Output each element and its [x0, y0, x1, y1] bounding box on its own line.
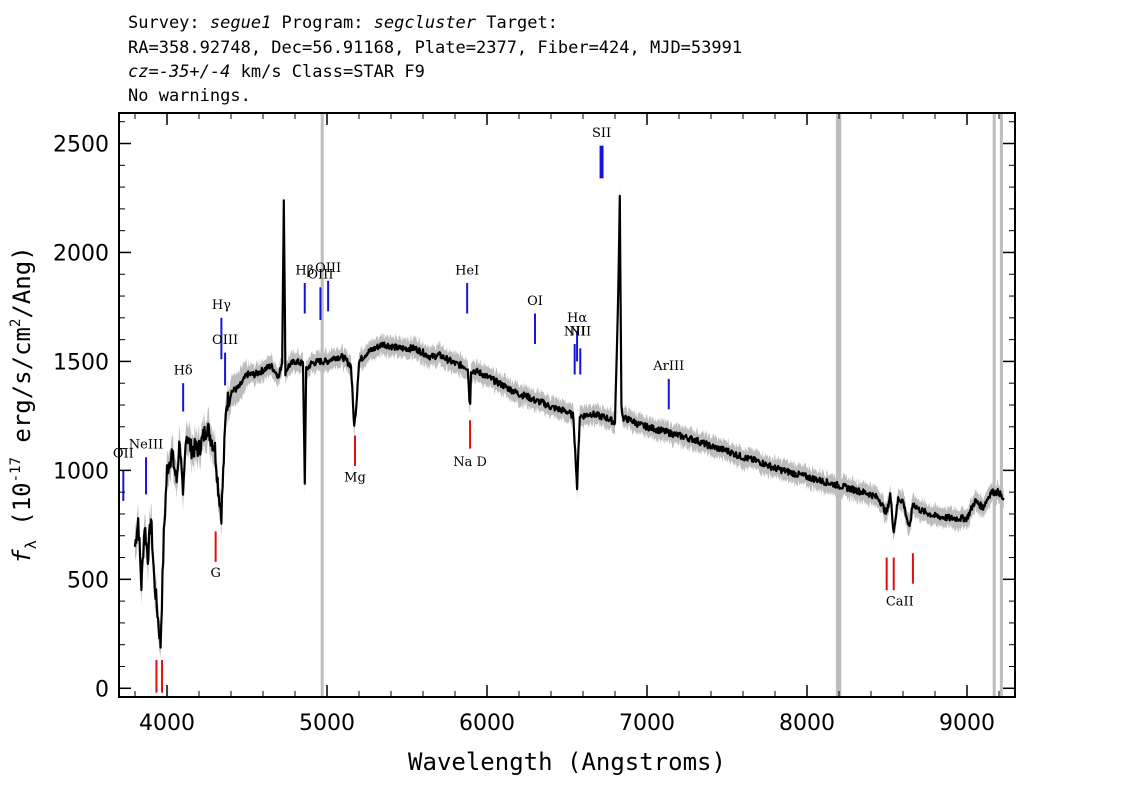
- emission-line-label: OI: [527, 294, 543, 309]
- axis-ticks: 4000 5000 6000 7000 8000 9000 0 500 1000 1500 2000…: [53, 113, 1015, 736]
- emission-line-label: NeIII: [129, 438, 163, 453]
- cz-value: -35+/-4: [158, 62, 231, 82]
- header-line-3: cz=-35+/-4 km/s Class=STAR F9: [128, 64, 425, 81]
- survey-prefix: Survey:: [128, 13, 210, 33]
- emission-line-label: Hδ: [174, 363, 193, 378]
- header-line-4: No warnings.: [128, 86, 251, 106]
- y-tick-label: 2000: [53, 241, 109, 266]
- absorption-line-label: CaII: [886, 594, 914, 609]
- x-tick-label: 4000: [139, 711, 195, 736]
- emission-line-label: Hα: [567, 311, 587, 326]
- flux-series: [133, 194, 1005, 649]
- y-tick-label: 1000: [53, 459, 109, 484]
- y-tick-label: 500: [67, 568, 109, 593]
- flux-line: [133, 194, 1005, 649]
- header-line-2: RA=358.92748, Dec=56.91168, Plate=2377, …: [128, 38, 743, 58]
- emission-line-label: OIII: [315, 261, 341, 276]
- header-line-1: Survey: segue1 Program: segcluster Targe…: [128, 15, 558, 32]
- target-label: Target:: [476, 13, 558, 33]
- emission-line-label: HeI: [455, 263, 479, 278]
- emission-line-label: Hγ: [212, 298, 231, 313]
- noise-band: [135, 185, 1004, 662]
- absorption-line-label: Na D: [453, 455, 487, 470]
- program-value: segcluster: [373, 13, 477, 33]
- y-tick-label: 1500: [53, 350, 109, 375]
- x-tick-label: 7000: [619, 711, 675, 736]
- emission-line-label: Hβ: [295, 263, 314, 278]
- absorption-line-label: G: [210, 566, 220, 581]
- sky-lines: [320, 113, 1003, 697]
- x-tick-label: 5000: [299, 711, 355, 736]
- emission-line-label: NII: [569, 324, 591, 339]
- x-tick-label: 8000: [779, 711, 835, 736]
- emission-line-label: OIII: [212, 333, 238, 348]
- emission-line-label: SII: [592, 126, 611, 141]
- y-tick-label: 2500: [53, 133, 109, 158]
- cz-class: km/s Class=STAR F9: [230, 62, 425, 82]
- cz-prefix: cz=: [128, 62, 159, 82]
- x-tick-label: 9000: [939, 711, 995, 736]
- noise-band-shape: [135, 185, 1004, 662]
- x-tick-label: 6000: [459, 711, 515, 736]
- emission-line-label: ArIII: [652, 359, 684, 374]
- y-axis-title: fλ (10-17 erg/s/cm2/Ang): [8, 246, 40, 563]
- absorption-line-label: Mg: [344, 470, 366, 485]
- y-tick-label: 0: [95, 677, 109, 702]
- emission-line-label: NII: [564, 324, 586, 339]
- program-prefix: Program:: [271, 13, 374, 33]
- survey-value: segue1: [209, 13, 272, 33]
- plot-frame: [118, 112, 1016, 698]
- x-axis-title: Wavelength (Angstroms): [408, 748, 726, 776]
- emission-line-label: OIII: [307, 268, 333, 283]
